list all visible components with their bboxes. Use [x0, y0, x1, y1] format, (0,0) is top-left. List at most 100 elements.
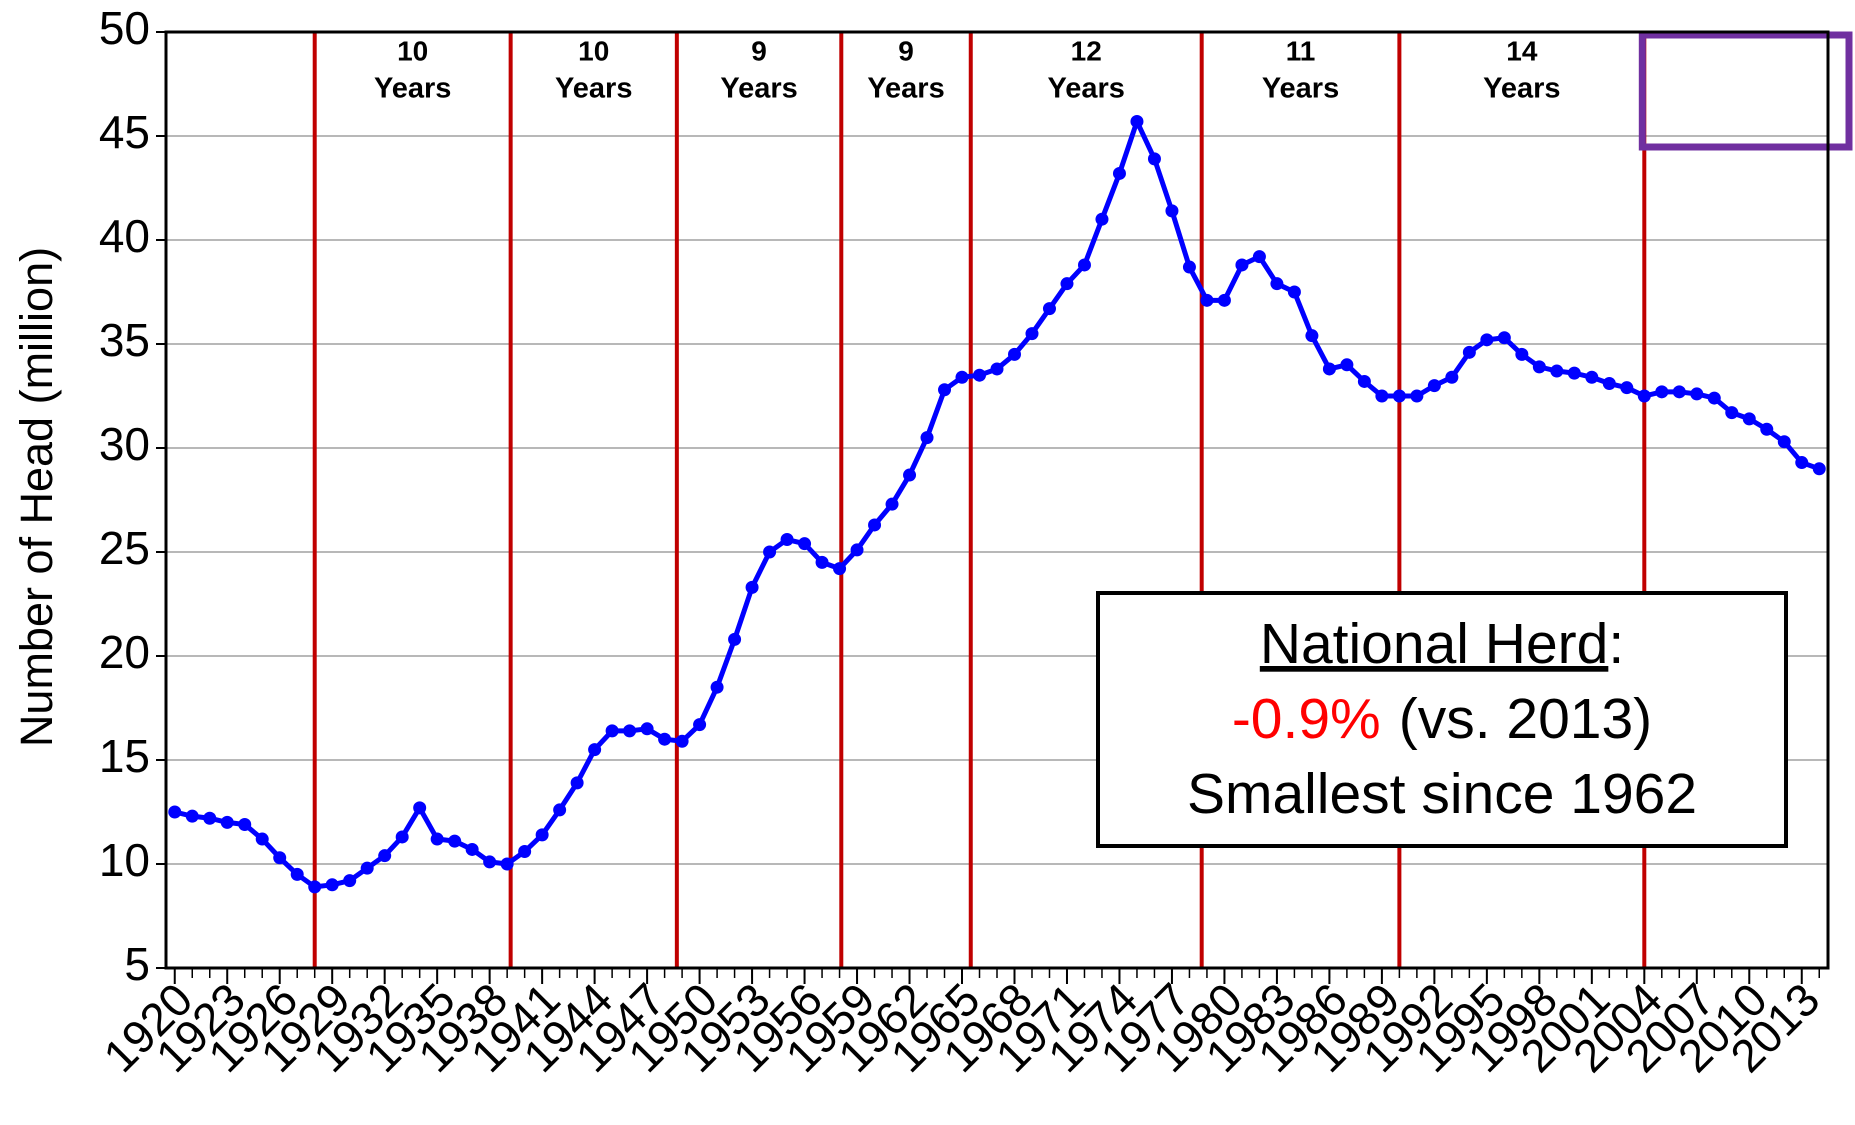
data-point [1305, 329, 1319, 343]
data-point [290, 867, 304, 881]
cycle-text: Years [1483, 73, 1560, 105]
data-point [325, 878, 339, 892]
data-point [1322, 362, 1336, 376]
data-point [710, 680, 724, 694]
data-point [955, 370, 969, 384]
data-point [1445, 370, 1459, 384]
y-tick-label: 5 [124, 938, 150, 990]
y-tick-label: 20 [99, 626, 150, 678]
data-point [1410, 389, 1424, 403]
data-point [1777, 435, 1791, 449]
data-point [203, 811, 217, 825]
data-point [1725, 406, 1739, 420]
data-point [815, 555, 829, 569]
data-point [1112, 166, 1126, 180]
data-point [623, 724, 637, 738]
data-point [1567, 366, 1581, 380]
data-point [1200, 293, 1214, 307]
cycle-text: Years [1262, 73, 1339, 105]
data-point [430, 832, 444, 846]
annotation-line-3: Smallest since 1962 [1187, 762, 1697, 826]
data-point [903, 468, 917, 482]
data-point [745, 580, 759, 594]
data-point [833, 562, 847, 576]
data-point [1795, 456, 1809, 470]
data-point [220, 815, 234, 829]
cycle-number: 10 [397, 35, 428, 66]
data-point [360, 861, 374, 875]
data-point [483, 855, 497, 869]
data-point [780, 533, 794, 547]
annotation-line-2: -0.9% (vs. 2013) [1232, 687, 1652, 751]
cycle-number: 14 [1506, 35, 1538, 66]
data-point [1182, 260, 1196, 274]
data-point [850, 543, 864, 557]
y-axis-label: Number of Head (million) [11, 247, 62, 747]
y-tick-label: 35 [99, 314, 150, 366]
data-point [255, 832, 269, 846]
data-point [1235, 258, 1249, 272]
data-point [728, 632, 742, 646]
data-point [605, 724, 619, 738]
y-tick-label: 25 [99, 522, 150, 574]
annotation-line-1: National Herd: [1260, 612, 1624, 676]
data-point [1602, 377, 1616, 391]
data-point [465, 842, 479, 856]
data-point [535, 828, 549, 842]
data-point [1287, 285, 1301, 299]
data-point [395, 830, 409, 844]
data-point [413, 801, 427, 815]
data-point [588, 743, 602, 757]
y-tick-label: 45 [99, 106, 150, 158]
data-point [1095, 212, 1109, 226]
data-point [1672, 385, 1686, 399]
data-point [1060, 277, 1074, 291]
data-point [185, 809, 199, 823]
data-point [938, 383, 952, 397]
data-point [798, 537, 812, 551]
data-point [273, 851, 287, 865]
data-point [1007, 347, 1021, 361]
cycle-number: 12 [1071, 35, 1102, 66]
cycle-text: Years [1048, 73, 1125, 105]
cycle-text: Years [555, 73, 632, 105]
data-point [553, 803, 567, 817]
data-point [308, 880, 322, 894]
data-point [168, 805, 182, 819]
data-point [1497, 331, 1511, 345]
cycle-text: Years [720, 73, 797, 105]
data-point [570, 776, 584, 790]
data-point [1147, 152, 1161, 166]
y-tick-label: 15 [99, 730, 150, 782]
cycle-text: Years [867, 73, 944, 105]
annotation-box [1096, 591, 1788, 848]
data-point [1690, 387, 1704, 401]
data-point [868, 518, 882, 532]
data-point [1392, 389, 1406, 403]
annotation: National Herd: -0.9% (vs. 2013) Smallest si… [1096, 591, 1788, 848]
data-point [238, 817, 252, 831]
data-point [1340, 358, 1354, 372]
data-point [1480, 333, 1494, 347]
annotation-title: National Herd [1260, 612, 1609, 676]
plot-border [164, 30, 1830, 970]
data-point [675, 734, 689, 748]
data-point [1077, 258, 1091, 272]
current-cycle-box [1638, 31, 1853, 151]
data-point [1742, 412, 1756, 426]
y-tick-label: 30 [99, 418, 150, 470]
data-point [1550, 364, 1564, 378]
y-tick-label: 50 [99, 2, 150, 54]
data-point [658, 732, 672, 746]
cycle-number: 11 [1286, 35, 1316, 66]
data-point [1217, 293, 1231, 307]
data-point [885, 497, 899, 511]
data-point [518, 845, 532, 859]
cycle-number: 9 [898, 35, 914, 66]
data-point [1427, 379, 1441, 393]
data-point [1042, 302, 1056, 316]
data-point [1515, 347, 1529, 361]
data-point [920, 431, 934, 445]
data-point [1252, 250, 1266, 264]
